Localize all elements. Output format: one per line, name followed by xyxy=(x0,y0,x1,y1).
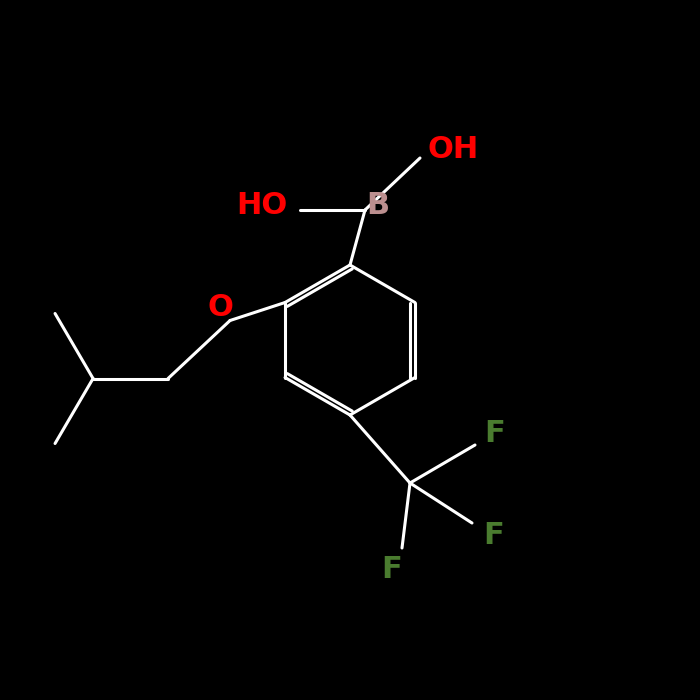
Text: F: F xyxy=(484,521,505,550)
Text: F: F xyxy=(484,419,505,447)
Text: B: B xyxy=(366,190,390,220)
Text: HO: HO xyxy=(237,190,288,220)
Text: F: F xyxy=(382,556,402,584)
Text: OH: OH xyxy=(428,136,479,164)
Text: O: O xyxy=(207,293,233,322)
